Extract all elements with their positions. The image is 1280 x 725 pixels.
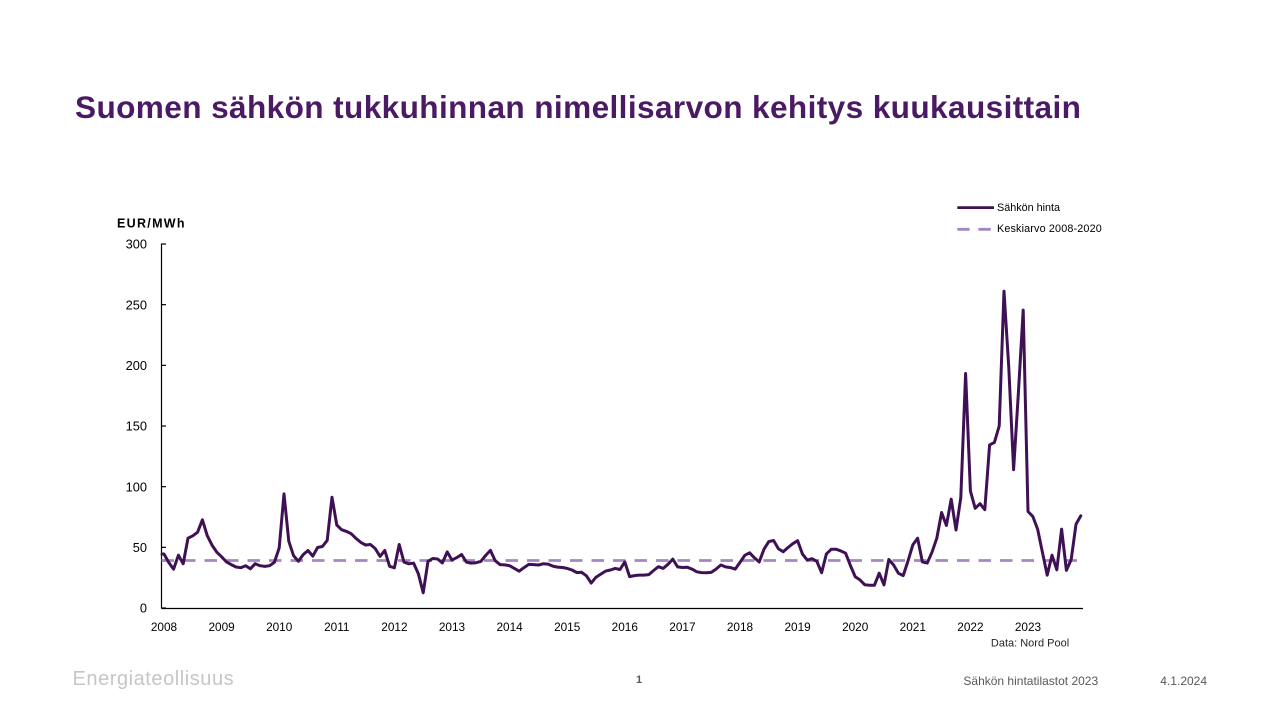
svg-text:Data: Nord Pool: Data: Nord Pool (991, 637, 1069, 649)
svg-text:EUR/MWh: EUR/MWh (117, 217, 186, 231)
svg-text:2015: 2015 (554, 620, 581, 634)
svg-text:2012: 2012 (381, 620, 407, 634)
svg-text:300: 300 (126, 237, 147, 252)
svg-text:2010: 2010 (266, 620, 293, 634)
svg-text:2019: 2019 (784, 620, 810, 634)
svg-text:2008: 2008 (151, 620, 178, 634)
svg-text:2021: 2021 (900, 620, 926, 634)
svg-text:2011: 2011 (324, 620, 349, 634)
svg-text:100: 100 (126, 479, 147, 494)
svg-text:200: 200 (126, 358, 147, 373)
svg-text:2016: 2016 (612, 620, 639, 634)
svg-text:0: 0 (140, 601, 147, 616)
svg-text:50: 50 (133, 540, 147, 555)
svg-text:2017: 2017 (669, 620, 695, 634)
svg-text:2018: 2018 (727, 620, 754, 634)
svg-text:Keskiarvo 2008-2020: Keskiarvo 2008-2020 (997, 223, 1102, 235)
svg-text:250: 250 (126, 297, 147, 312)
svg-text:2013: 2013 (439, 620, 466, 634)
svg-text:2014: 2014 (496, 620, 523, 634)
svg-text:2020: 2020 (842, 620, 869, 634)
svg-text:2022: 2022 (957, 620, 983, 634)
svg-text:2023: 2023 (1015, 620, 1042, 634)
svg-text:150: 150 (126, 419, 147, 434)
svg-text:Sähkön hinta: Sähkön hinta (997, 202, 1060, 214)
svg-text:2009: 2009 (208, 620, 234, 634)
